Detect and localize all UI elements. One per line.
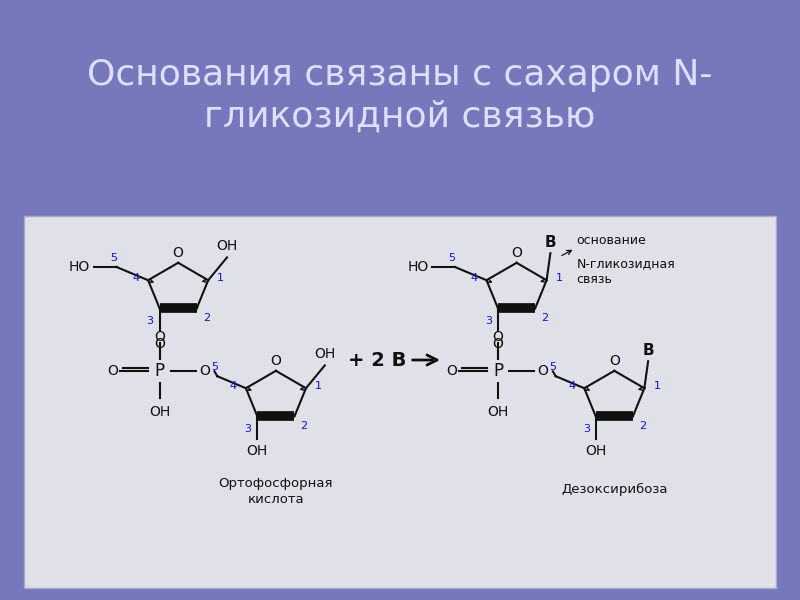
Text: OH: OH [585,444,606,458]
Text: 4: 4 [470,274,478,283]
Text: O: O [446,364,457,379]
Text: В: В [642,343,654,358]
Text: OH: OH [487,405,509,419]
Text: O: O [493,337,503,351]
Text: 5: 5 [549,362,556,372]
Text: 3: 3 [146,316,154,326]
Text: OH: OH [314,347,335,361]
Text: P: P [493,362,503,380]
Text: 5: 5 [110,253,117,263]
Text: 1: 1 [654,382,660,391]
Text: O: O [107,364,118,379]
Text: 3: 3 [485,316,492,326]
Text: 2: 2 [202,313,210,323]
Text: + 2 В: + 2 В [348,350,406,370]
Text: 4: 4 [568,382,575,391]
Text: O: O [538,364,549,379]
Text: Дезоксирибоза: Дезоксирибоза [561,483,667,496]
Text: 3: 3 [582,424,590,434]
Text: HO: HO [407,260,429,274]
Text: P: P [154,362,165,380]
Text: 1: 1 [556,274,562,283]
Text: 2: 2 [639,421,646,431]
Text: В: В [545,235,556,250]
Text: 5: 5 [210,362,218,372]
Text: Ортофосфорная
кислота: Ортофосфорная кислота [218,477,333,506]
Text: 1: 1 [218,274,224,283]
Text: OH: OH [246,444,268,458]
Text: O: O [493,329,503,344]
Text: OH: OH [216,239,238,253]
Text: основание: основание [577,234,646,247]
Text: N-гликозидная
связь: N-гликозидная связь [577,257,675,286]
Text: O: O [511,246,522,260]
Text: HO: HO [69,260,90,274]
Text: 2: 2 [301,421,308,431]
Text: O: O [270,354,282,368]
Text: O: O [173,246,183,260]
Text: 4: 4 [230,382,237,391]
Text: OH: OH [149,405,170,419]
Text: O: O [609,354,620,368]
Text: O: O [199,364,210,379]
Text: 5: 5 [449,253,455,263]
Text: 4: 4 [132,274,139,283]
Text: O: O [154,329,165,344]
Text: 3: 3 [244,424,251,434]
Text: O: O [154,337,165,351]
Text: 2: 2 [541,313,548,323]
Text: 1: 1 [315,382,322,391]
Text: Основания связаны с сахаром N-
гликозидной связью: Основания связаны с сахаром N- гликозидн… [87,58,713,134]
